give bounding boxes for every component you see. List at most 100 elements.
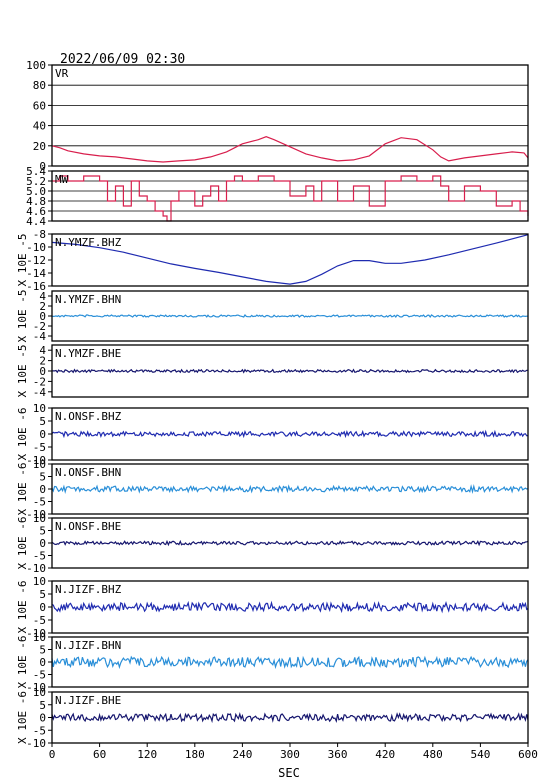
y-tick-label: 5 (39, 699, 46, 712)
y-tick-label: -10 (26, 562, 46, 575)
y-tick-label: 10 (33, 512, 46, 525)
y-tick-label: -10 (26, 681, 46, 694)
trace-jizf-bhn (51, 655, 529, 670)
panel-mw: 4.44.64.85.05.25.4 MW (26, 165, 529, 228)
panel-frame (51, 517, 529, 569)
panel-ylabel: X 10E -6 (16, 517, 29, 570)
panel-label: N.ONSF.BHZ (55, 410, 122, 423)
panel-label: N.JIZF.BHN (55, 639, 121, 652)
trace-vr (51, 136, 529, 163)
y-tick-label: 10 (33, 575, 46, 588)
panel-ylabel: X 10E -5 (16, 234, 29, 287)
panel-ylabel: X 10E -5 (16, 290, 29, 343)
panel-label: MW (55, 173, 69, 186)
y-tick-label: 0 (39, 537, 46, 550)
panel-label: N.JIZF.BHE (55, 694, 121, 707)
y-tick-label: -10 (26, 508, 46, 521)
y-tick-label: 0 (39, 365, 46, 378)
panel-frame (51, 290, 529, 342)
y-tick-label: -4 (33, 330, 47, 343)
trace-onsf-bhn (51, 484, 529, 494)
x-tick-label: 180 (185, 748, 205, 761)
y-tick-label: 4.8 (26, 195, 46, 208)
panel-label: N.YMZF.BHZ (55, 236, 122, 249)
trace-onsf-bhe (51, 539, 529, 547)
y-tick-label: 2 (39, 355, 46, 368)
y-tick-label: -5 (33, 550, 46, 563)
y-tick-label: -16 (26, 280, 46, 293)
x-tick-label: 300 (280, 748, 300, 761)
y-tick-label: 5 (39, 471, 46, 484)
x-tick-label: 0 (49, 748, 56, 761)
y-tick-label: -10 (26, 737, 46, 750)
y-tick-label: -5 (33, 441, 46, 454)
panel-ylabel: X 10E -6 (16, 463, 29, 516)
y-tick-label: 40 (33, 120, 46, 133)
y-tick-label: -10 (26, 627, 46, 640)
x-tick-label: 360 (328, 748, 348, 761)
panel-ylabel: X 10E -6 (16, 691, 29, 744)
y-tick-label: -5 (33, 669, 46, 682)
panel-vr: 0 20 40 60 80 100 VR (26, 59, 529, 173)
y-tick-label: 4.6 (26, 205, 46, 218)
panel-frame (51, 407, 529, 461)
y-tick-label: 100 (26, 59, 46, 72)
trace-ymzf-bhe (51, 368, 528, 374)
y-tick-label: 0 (39, 656, 46, 669)
panel-group: 020406080100VR4.44.64.85.05.25.4MW-16-14… (16, 59, 529, 750)
y-tick-label: 0 (39, 601, 46, 614)
y-tick-label: 10 (33, 458, 46, 471)
panel-frame (51, 64, 529, 167)
panel-label: N.ONSF.BHE (55, 520, 121, 533)
trace-mw (52, 175, 529, 222)
x-tick-label: 600 (518, 748, 538, 761)
panel-ylabel: X 10E -5 (16, 345, 29, 398)
panel-ylabel: X 10E -6 (16, 581, 29, 634)
x-tick-label: 540 (470, 748, 490, 761)
y-tick-label: 10 (33, 402, 46, 415)
y-tick-label: 5 (39, 644, 46, 657)
panel-ylabel: X 10E -6 (16, 408, 29, 461)
y-tick-label: 0 (39, 428, 46, 441)
panel-frame (51, 636, 529, 688)
y-tick-label: -10 (26, 241, 46, 254)
y-tick-label: -5 (33, 724, 46, 737)
y-tick-label: -8 (33, 228, 46, 241)
y-tick-label: -5 (33, 496, 46, 509)
y-tick-label: 10 (33, 686, 46, 699)
panel-ymzf-bhz: -16-14-12-10-8 N.YMZF.BHZ X 10E -5 (16, 228, 529, 293)
trace-ymzf-bhn (51, 314, 528, 319)
trace-jizf-bhz (51, 600, 529, 614)
y-tick-label: 4.4 (26, 215, 46, 228)
y-tick-label: 4 (39, 344, 46, 357)
y-tick-label: -14 (26, 267, 46, 280)
y-tick-label: 5 (39, 415, 46, 428)
y-tick-label: 5.4 (26, 165, 46, 178)
x-axis: 0 60 120 180 240 300 360 420 480 540 600 (49, 743, 538, 761)
y-tick-label: 2 (39, 300, 46, 313)
panel-frame (51, 344, 529, 398)
y-tick-label: -12 (26, 254, 46, 267)
y-tick-label: 60 (33, 99, 46, 112)
panel-label: N.YMZF.BHN (55, 293, 121, 306)
y-tick-label: -10 (26, 454, 46, 467)
y-tick-label: 0 (39, 310, 46, 323)
panel-label: VR (55, 67, 69, 80)
panel-label: N.JIZF.BHZ (55, 583, 122, 596)
panel-frame (51, 170, 529, 222)
y-tick-label: -4 (33, 386, 47, 399)
y-tick-label: -2 (33, 320, 46, 333)
x-tick-label: 480 (423, 748, 443, 761)
y-tick-label: 5 (39, 525, 46, 538)
y-tick-label: 10 (33, 631, 46, 644)
trace-jizf-bhe (51, 711, 529, 724)
y-tick-label: -5 (33, 614, 46, 627)
x-tick-label: 60 (93, 748, 106, 761)
